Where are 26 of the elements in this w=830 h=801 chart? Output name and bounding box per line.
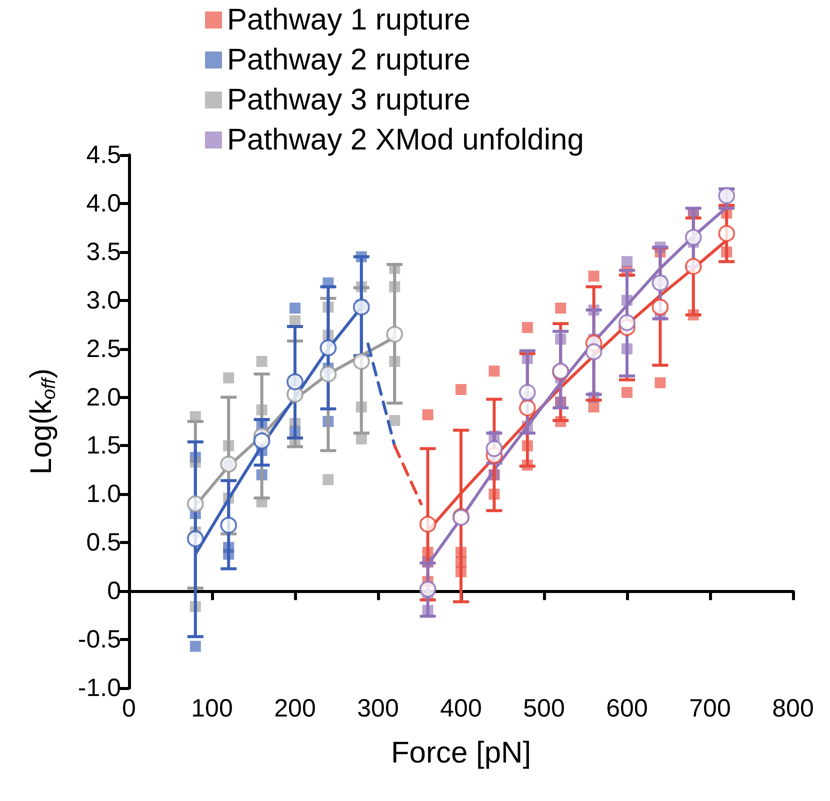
x-tick-label: 100 bbox=[191, 694, 233, 722]
y-tick-label: 2.0 bbox=[86, 383, 121, 412]
legend-label: Pathway 2 rupture bbox=[227, 44, 470, 76]
x-tick-label: 800 bbox=[772, 694, 814, 722]
x-axis-title: Force [pN] bbox=[390, 736, 532, 770]
y-tick-label: 2.5 bbox=[86, 334, 121, 363]
x-tick-label: 200 bbox=[274, 694, 316, 722]
y-tick-label: -1.0 bbox=[78, 674, 121, 702]
y-tick-label: 4.5 bbox=[86, 141, 121, 169]
y-tick-label: 3.5 bbox=[86, 238, 121, 266]
y-tick-label: 4.0 bbox=[86, 189, 121, 218]
legend-label: Pathway 3 rupture bbox=[227, 84, 470, 116]
x-tick-label: 300 bbox=[357, 694, 399, 722]
y-tick-label: -0.5 bbox=[78, 626, 121, 654]
x-tick-label: 700 bbox=[689, 694, 731, 722]
y-tick-label: 3.0 bbox=[86, 286, 121, 314]
x-tick-label: 400 bbox=[440, 694, 482, 722]
x-tick-label: 500 bbox=[523, 694, 565, 722]
y-tick-label: 1.5 bbox=[86, 432, 121, 460]
y-tick-label: 1.0 bbox=[86, 480, 121, 508]
y-axis-title: Log(koff) bbox=[25, 368, 60, 475]
y-tick-label: 0 bbox=[107, 577, 121, 606]
y-tick-label: 0.5 bbox=[86, 528, 121, 557]
x-tick-label: 600 bbox=[606, 694, 648, 722]
legend-label: Pathway 2 XMod unfolding bbox=[227, 124, 584, 156]
legend-label: Pathway 1 rupture bbox=[227, 4, 470, 36]
